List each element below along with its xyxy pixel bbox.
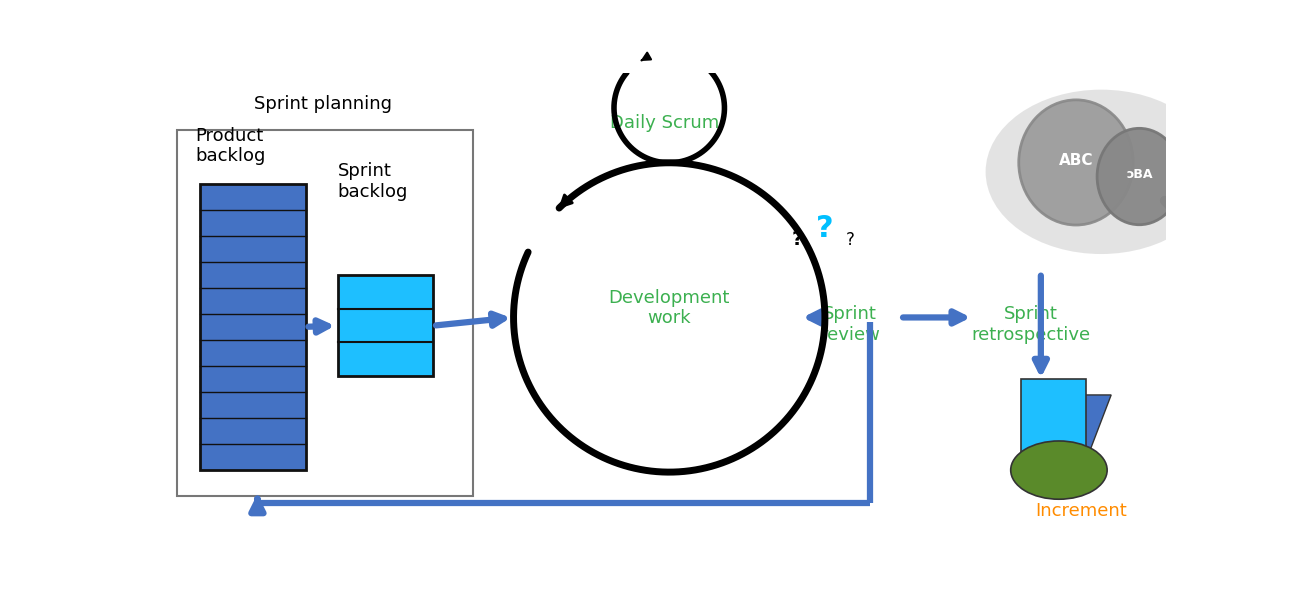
Text: Development
work: Development work (609, 289, 730, 328)
Text: ?: ? (792, 231, 804, 249)
Text: Increment: Increment (1036, 502, 1128, 520)
Text: ?: ? (845, 231, 854, 249)
Text: ABC: ABC (1059, 152, 1094, 168)
Polygon shape (1061, 395, 1111, 461)
Ellipse shape (1011, 441, 1107, 499)
Text: ?: ? (816, 214, 833, 243)
Ellipse shape (1098, 128, 1182, 224)
Text: Sprint
retrospective: Sprint retrospective (971, 305, 1090, 344)
Bar (178, 129, 473, 496)
Bar (1021, 378, 1086, 461)
Ellipse shape (985, 90, 1217, 254)
Text: Sprint
review: Sprint review (820, 305, 880, 344)
Text: Product
backlog: Product backlog (196, 127, 266, 165)
Ellipse shape (1019, 100, 1133, 225)
Bar (200, 184, 306, 470)
Text: Daily Scrum: Daily Scrum (609, 113, 719, 132)
Text: Sprint
backlog: Sprint backlog (338, 162, 408, 201)
Text: ɔBA: ɔBA (1126, 168, 1152, 181)
Text: Sprint planning: Sprint planning (254, 95, 391, 113)
Bar (338, 275, 433, 376)
